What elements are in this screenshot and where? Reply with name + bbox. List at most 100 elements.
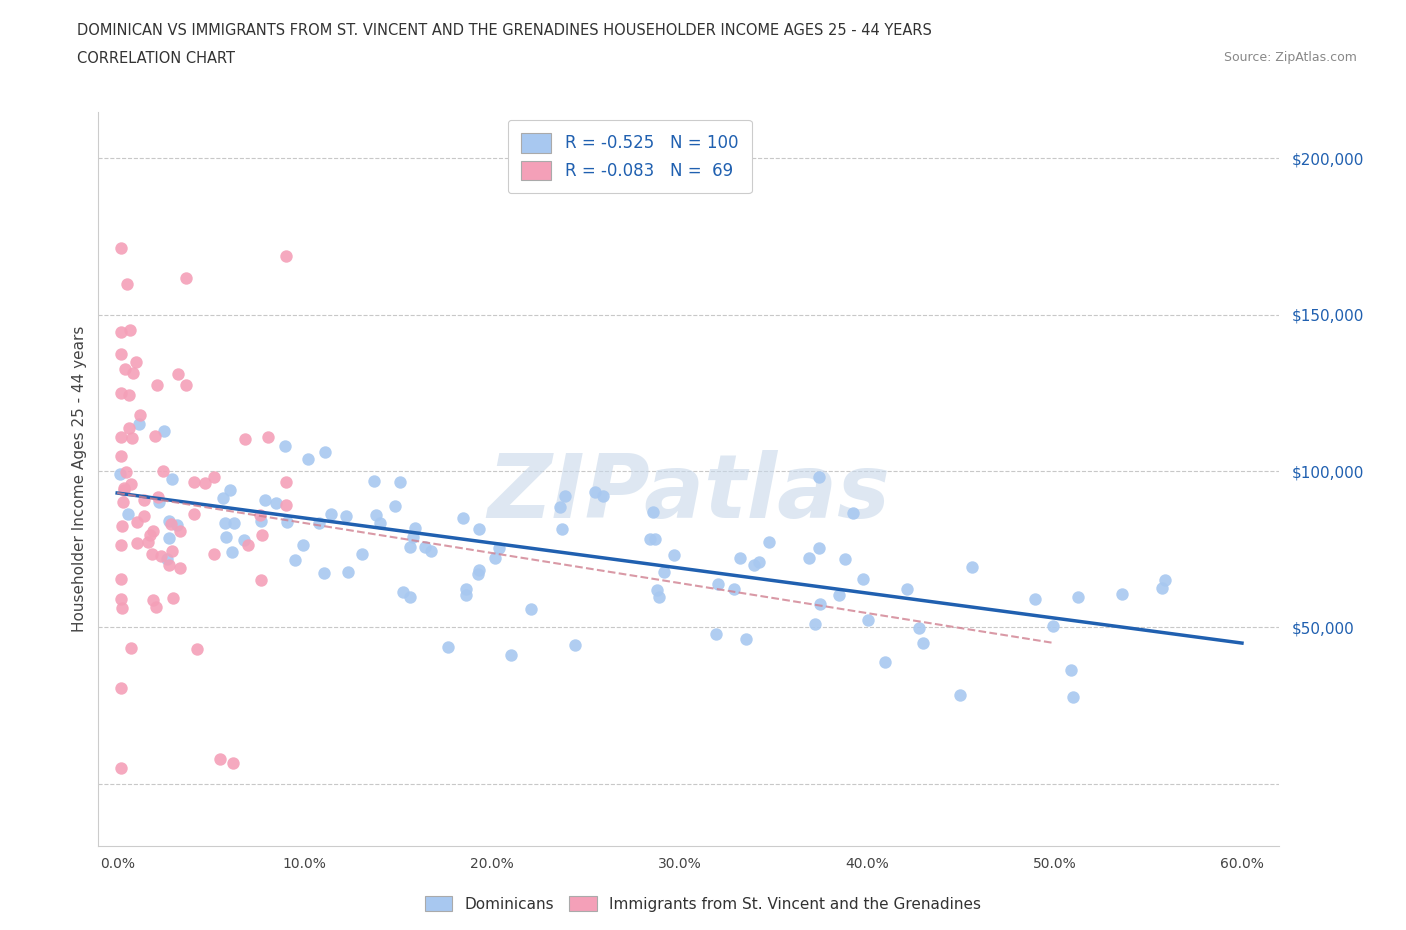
Point xyxy=(118,420,141,435)
Point xyxy=(828,588,851,603)
Point xyxy=(401,529,423,544)
Point xyxy=(583,485,606,499)
Point xyxy=(148,495,170,510)
Point xyxy=(1062,690,1084,705)
Point xyxy=(183,507,205,522)
Point xyxy=(852,572,875,587)
Point xyxy=(1024,591,1046,606)
Point xyxy=(169,560,191,575)
Point xyxy=(384,498,406,513)
Point xyxy=(554,488,576,503)
Point xyxy=(162,591,184,605)
Point xyxy=(335,508,357,523)
Point xyxy=(363,474,385,489)
Point xyxy=(111,494,134,509)
Point xyxy=(110,347,132,362)
Point xyxy=(202,469,225,484)
Point xyxy=(142,524,165,538)
Point xyxy=(249,508,271,523)
Point xyxy=(157,557,180,572)
Point xyxy=(728,551,751,565)
Point xyxy=(142,592,165,607)
Point xyxy=(110,538,132,552)
Point xyxy=(551,522,574,537)
Point xyxy=(108,467,131,482)
Point xyxy=(834,551,856,566)
Point xyxy=(274,498,297,512)
Point xyxy=(166,518,188,533)
Point xyxy=(125,535,148,550)
Point xyxy=(911,635,934,650)
Point xyxy=(1153,573,1175,588)
Point xyxy=(592,488,614,503)
Y-axis label: Householder Income Ages 25 - 44 years: Householder Income Ages 25 - 44 years xyxy=(72,326,87,632)
Point xyxy=(214,516,236,531)
Point xyxy=(233,432,256,446)
Point xyxy=(404,521,426,536)
Point xyxy=(645,582,668,597)
Point xyxy=(115,276,138,291)
Point xyxy=(215,529,238,544)
Point xyxy=(350,546,373,561)
Point xyxy=(145,599,167,614)
Point xyxy=(212,490,235,505)
Point xyxy=(707,577,730,591)
Point xyxy=(808,540,831,555)
Point xyxy=(120,323,142,338)
Point xyxy=(110,681,132,696)
Point xyxy=(157,514,180,529)
Point xyxy=(308,515,330,530)
Point xyxy=(908,620,931,635)
Point xyxy=(370,516,392,531)
Point xyxy=(1042,618,1064,633)
Point xyxy=(112,483,135,498)
Point xyxy=(218,483,240,498)
Point xyxy=(209,751,232,766)
Point xyxy=(253,493,276,508)
Point xyxy=(159,516,181,531)
Point xyxy=(748,554,770,569)
Point xyxy=(120,641,142,656)
Point xyxy=(128,417,150,432)
Point xyxy=(454,588,477,603)
Point xyxy=(389,474,412,489)
Point xyxy=(419,543,441,558)
Point xyxy=(121,431,143,445)
Point xyxy=(641,505,664,520)
Point xyxy=(120,476,142,491)
Point xyxy=(202,547,225,562)
Point xyxy=(391,584,413,599)
Point xyxy=(152,424,174,439)
Point xyxy=(250,527,273,542)
Point xyxy=(232,533,254,548)
Point xyxy=(398,590,420,604)
Point xyxy=(156,551,179,566)
Point xyxy=(274,474,297,489)
Point xyxy=(111,518,134,533)
Point xyxy=(1150,581,1173,596)
Point xyxy=(110,430,132,445)
Point xyxy=(896,582,918,597)
Point xyxy=(136,535,159,550)
Point xyxy=(125,515,148,530)
Point xyxy=(456,581,478,596)
Point xyxy=(183,475,205,490)
Point xyxy=(735,631,758,646)
Text: CORRELATION CHART: CORRELATION CHART xyxy=(77,51,235,66)
Point xyxy=(141,546,163,561)
Point xyxy=(274,248,297,263)
Point xyxy=(110,592,132,607)
Point xyxy=(1111,587,1133,602)
Point xyxy=(222,515,245,530)
Point xyxy=(174,271,197,286)
Point xyxy=(501,647,523,662)
Point xyxy=(117,507,139,522)
Point xyxy=(169,525,191,539)
Point xyxy=(110,572,132,587)
Point xyxy=(742,558,765,573)
Point xyxy=(484,551,506,565)
Point xyxy=(266,495,288,510)
Point xyxy=(273,438,295,453)
Point xyxy=(468,522,491,537)
Point xyxy=(662,548,685,563)
